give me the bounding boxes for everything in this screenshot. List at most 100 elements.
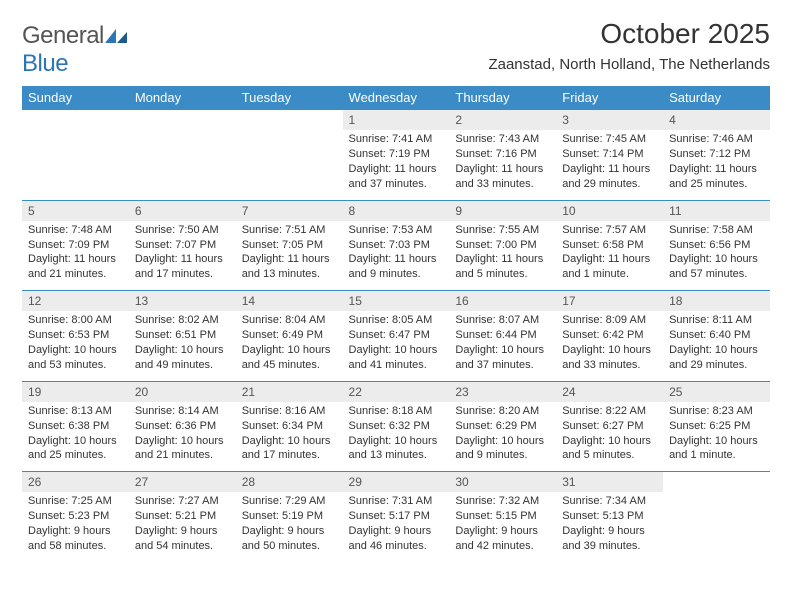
calendar-cell: 16Sunrise: 8:07 AMSunset: 6:44 PMDayligh… <box>449 291 556 382</box>
sunrise-text: Sunrise: 8:18 AM <box>349 404 444 419</box>
day-number: 31 <box>556 472 663 492</box>
sunset-text: Sunset: 7:05 PM <box>242 238 337 253</box>
sunrise-text: Sunrise: 8:09 AM <box>562 313 657 328</box>
logo-text-1: General <box>22 22 104 49</box>
daylight-text: Daylight: 11 hours and 29 minutes. <box>562 162 657 192</box>
cell-content: Sunrise: 7:43 AMSunset: 7:16 PMDaylight:… <box>449 130 556 199</box>
day-number: 20 <box>129 382 236 402</box>
sunrise-text: Sunrise: 7:31 AM <box>349 494 444 509</box>
day-number: 1 <box>343 110 450 130</box>
day-number: 14 <box>236 291 343 311</box>
sunrise-text: Sunrise: 7:48 AM <box>28 223 123 238</box>
day-number: 5 <box>22 201 129 221</box>
daylight-text: Daylight: 10 hours and 17 minutes. <box>242 434 337 464</box>
day-number: 27 <box>129 472 236 492</box>
day-header: Sunday <box>22 86 129 110</box>
calendar-cell <box>663 472 770 562</box>
calendar-cell: 15Sunrise: 8:05 AMSunset: 6:47 PMDayligh… <box>343 291 450 382</box>
sunset-text: Sunset: 6:44 PM <box>455 328 550 343</box>
cell-content: Sunrise: 7:41 AMSunset: 7:19 PMDaylight:… <box>343 130 450 199</box>
calendar-cell: 27Sunrise: 7:27 AMSunset: 5:21 PMDayligh… <box>129 472 236 562</box>
sunrise-text: Sunrise: 8:04 AM <box>242 313 337 328</box>
sunrise-text: Sunrise: 8:20 AM <box>455 404 550 419</box>
cell-content: Sunrise: 8:04 AMSunset: 6:49 PMDaylight:… <box>236 311 343 380</box>
daylight-text: Daylight: 10 hours and 9 minutes. <box>455 434 550 464</box>
sunrise-text: Sunrise: 7:55 AM <box>455 223 550 238</box>
logo-text-2: Blue <box>22 50 68 77</box>
calendar-cell: 12Sunrise: 8:00 AMSunset: 6:53 PMDayligh… <box>22 291 129 382</box>
cell-content: Sunrise: 8:09 AMSunset: 6:42 PMDaylight:… <box>556 311 663 380</box>
calendar-cell: 13Sunrise: 8:02 AMSunset: 6:51 PMDayligh… <box>129 291 236 382</box>
cell-content: Sunrise: 8:22 AMSunset: 6:27 PMDaylight:… <box>556 402 663 471</box>
calendar-cell: 3Sunrise: 7:45 AMSunset: 7:14 PMDaylight… <box>556 110 663 201</box>
calendar-cell: 11Sunrise: 7:58 AMSunset: 6:56 PMDayligh… <box>663 200 770 291</box>
daylight-text: Daylight: 9 hours and 58 minutes. <box>28 524 123 554</box>
sunrise-text: Sunrise: 7:46 AM <box>669 132 764 147</box>
day-number <box>22 110 129 130</box>
month-title: October 2025 <box>488 18 770 50</box>
calendar-week: 19Sunrise: 8:13 AMSunset: 6:38 PMDayligh… <box>22 381 770 472</box>
day-header: Wednesday <box>343 86 450 110</box>
sunset-text: Sunset: 7:00 PM <box>455 238 550 253</box>
day-number: 11 <box>663 201 770 221</box>
cell-content: Sunrise: 7:51 AMSunset: 7:05 PMDaylight:… <box>236 221 343 290</box>
sunset-text: Sunset: 5:19 PM <box>242 509 337 524</box>
day-number: 15 <box>343 291 450 311</box>
sunset-text: Sunset: 7:09 PM <box>28 238 123 253</box>
calendar-cell: 28Sunrise: 7:29 AMSunset: 5:19 PMDayligh… <box>236 472 343 562</box>
calendar-cell <box>129 110 236 201</box>
sunset-text: Sunset: 7:19 PM <box>349 147 444 162</box>
cell-content: Sunrise: 7:48 AMSunset: 7:09 PMDaylight:… <box>22 221 129 290</box>
sunset-text: Sunset: 6:49 PM <box>242 328 337 343</box>
calendar-cell: 6Sunrise: 7:50 AMSunset: 7:07 PMDaylight… <box>129 200 236 291</box>
calendar-cell: 21Sunrise: 8:16 AMSunset: 6:34 PMDayligh… <box>236 381 343 472</box>
cell-content: Sunrise: 7:58 AMSunset: 6:56 PMDaylight:… <box>663 221 770 290</box>
cell-content: Sunrise: 8:11 AMSunset: 6:40 PMDaylight:… <box>663 311 770 380</box>
sunset-text: Sunset: 6:56 PM <box>669 238 764 253</box>
sunset-text: Sunset: 7:16 PM <box>455 147 550 162</box>
sunset-text: Sunset: 6:32 PM <box>349 419 444 434</box>
logo-text: GeneralBlue <box>22 22 127 78</box>
daylight-text: Daylight: 10 hours and 37 minutes. <box>455 343 550 373</box>
calendar-cell: 22Sunrise: 8:18 AMSunset: 6:32 PMDayligh… <box>343 381 450 472</box>
sunrise-text: Sunrise: 8:02 AM <box>135 313 230 328</box>
calendar-cell: 29Sunrise: 7:31 AMSunset: 5:17 PMDayligh… <box>343 472 450 562</box>
daylight-text: Daylight: 10 hours and 41 minutes. <box>349 343 444 373</box>
daylight-text: Daylight: 9 hours and 46 minutes. <box>349 524 444 554</box>
cell-content: Sunrise: 7:53 AMSunset: 7:03 PMDaylight:… <box>343 221 450 290</box>
day-header: Tuesday <box>236 86 343 110</box>
daylight-text: Daylight: 10 hours and 53 minutes. <box>28 343 123 373</box>
cell-content: Sunrise: 7:25 AMSunset: 5:23 PMDaylight:… <box>22 492 129 561</box>
cell-content: Sunrise: 7:50 AMSunset: 7:07 PMDaylight:… <box>129 221 236 290</box>
sunrise-text: Sunrise: 8:05 AM <box>349 313 444 328</box>
day-number: 12 <box>22 291 129 311</box>
daylight-text: Daylight: 9 hours and 39 minutes. <box>562 524 657 554</box>
day-number: 25 <box>663 382 770 402</box>
day-number <box>236 110 343 130</box>
daylight-text: Daylight: 10 hours and 13 minutes. <box>349 434 444 464</box>
calendar-cell: 10Sunrise: 7:57 AMSunset: 6:58 PMDayligh… <box>556 200 663 291</box>
daylight-text: Daylight: 11 hours and 21 minutes. <box>28 252 123 282</box>
day-number: 2 <box>449 110 556 130</box>
daylight-text: Daylight: 10 hours and 25 minutes. <box>28 434 123 464</box>
daylight-text: Daylight: 10 hours and 57 minutes. <box>669 252 764 282</box>
cell-content: Sunrise: 8:14 AMSunset: 6:36 PMDaylight:… <box>129 402 236 471</box>
day-header: Monday <box>129 86 236 110</box>
daylight-text: Daylight: 10 hours and 49 minutes. <box>135 343 230 373</box>
sunrise-text: Sunrise: 7:41 AM <box>349 132 444 147</box>
cell-content: Sunrise: 7:29 AMSunset: 5:19 PMDaylight:… <box>236 492 343 561</box>
cell-content: Sunrise: 8:20 AMSunset: 6:29 PMDaylight:… <box>449 402 556 471</box>
sunset-text: Sunset: 6:36 PM <box>135 419 230 434</box>
sunrise-text: Sunrise: 8:14 AM <box>135 404 230 419</box>
day-number <box>663 472 770 492</box>
calendar-cell: 31Sunrise: 7:34 AMSunset: 5:13 PMDayligh… <box>556 472 663 562</box>
day-header: Thursday <box>449 86 556 110</box>
daylight-text: Daylight: 9 hours and 54 minutes. <box>135 524 230 554</box>
sunrise-text: Sunrise: 7:58 AM <box>669 223 764 238</box>
cell-content: Sunrise: 7:34 AMSunset: 5:13 PMDaylight:… <box>556 492 663 561</box>
calendar-cell: 4Sunrise: 7:46 AMSunset: 7:12 PMDaylight… <box>663 110 770 201</box>
sunrise-text: Sunrise: 8:16 AM <box>242 404 337 419</box>
daylight-text: Daylight: 10 hours and 45 minutes. <box>242 343 337 373</box>
cell-content: Sunrise: 7:55 AMSunset: 7:00 PMDaylight:… <box>449 221 556 290</box>
calendar-cell: 18Sunrise: 8:11 AMSunset: 6:40 PMDayligh… <box>663 291 770 382</box>
